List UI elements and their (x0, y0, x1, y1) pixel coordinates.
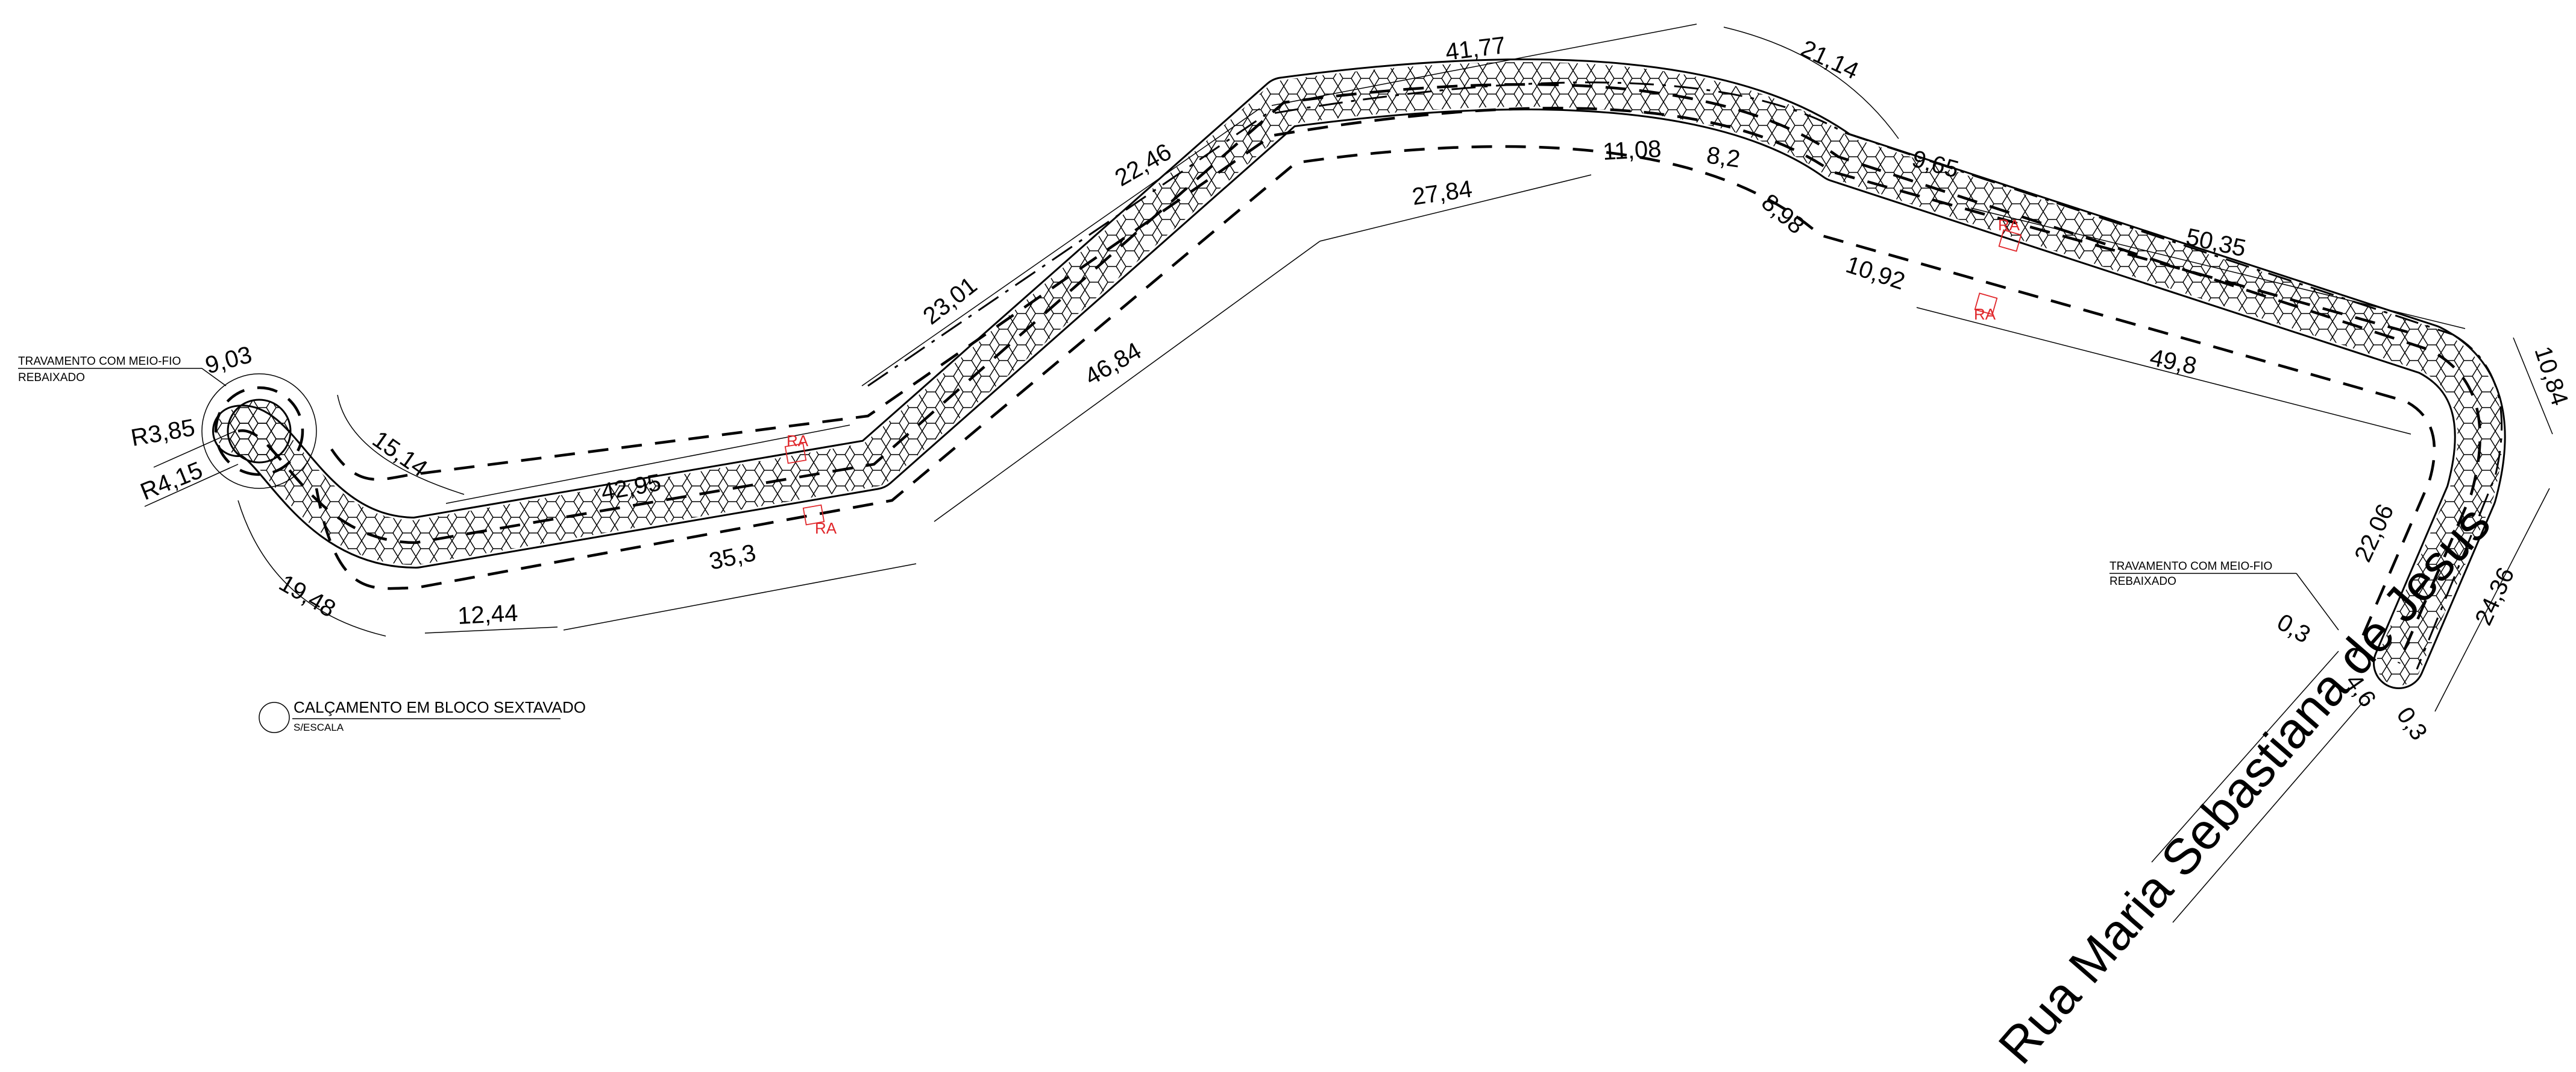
dim-0-3-lower: 0,3 (2392, 702, 2433, 745)
right-note-line1: TRAVAMENTO COM MEIO-FIO (2109, 560, 2272, 573)
dim-9-03: 9,03 (203, 341, 255, 379)
property-lines (315, 81, 2503, 670)
legend: CALÇAMENTO EM BLOCO SEXTAVADO S/ESCALA (259, 698, 586, 733)
legend-scale: S/ESCALA (294, 722, 344, 733)
dim-24-36: 24,36 (2470, 563, 2519, 629)
dim-27-84: 27,84 (1410, 175, 1474, 210)
road-paving (212, 58, 2506, 689)
dim-8-2: 8,2 (1705, 142, 1742, 172)
dim-11-08: 11,08 (1602, 136, 1662, 165)
dim-19-48: 19,48 (275, 570, 341, 623)
dim-10-84: 10,84 (2529, 343, 2573, 409)
dim-49-8: 49,8 (2147, 344, 2199, 380)
left-note-line1: TRAVAMENTO COM MEIO-FIO (18, 355, 181, 368)
dim-12-44: 12,44 (457, 600, 518, 629)
dim-21-14: 21,14 (1797, 35, 1862, 84)
dim-15-14: 15,14 (368, 426, 432, 482)
ramp-label-4: RA (1974, 305, 1996, 323)
dim-8-98: 8,98 (1756, 189, 1809, 239)
dimension-labels: 41,77 21,14 22,46 9,65 11,08 8,2 27,84 8… (129, 32, 2573, 745)
ramp-label-1: RA (787, 432, 809, 450)
ramp-markers: RA RA RA RA (784, 216, 2022, 537)
ramp-label-2: RA (815, 519, 837, 537)
right-note: TRAVAMENTO COM MEIO-FIO REBAIXADO (2109, 560, 2339, 631)
dim-23-01: 23,01 (918, 272, 982, 330)
legend-title: CALÇAMENTO EM BLOCO SEXTAVADO (294, 698, 586, 716)
road-centerline (237, 83, 2481, 664)
cul-de-sac (201, 373, 317, 489)
dim-35-3: 35,3 (707, 540, 758, 575)
dim-22-06: 22,06 (2349, 500, 2399, 566)
dim-r3-85: R3,85 (129, 414, 197, 452)
dim-0-3-upper: 0,3 (2273, 609, 2315, 649)
ramp-label-3: RA (1998, 216, 2020, 234)
left-note-line2: REBAIXADO (18, 371, 85, 384)
dim-r4-15: R4,15 (137, 457, 206, 506)
left-note: TRAVAMENTO COM MEIO-FIO REBAIXADO (18, 355, 227, 386)
right-note-line2: REBAIXADO (2109, 575, 2176, 588)
street-name: Rua Maria Sebastiana de Jesus (1988, 496, 2501, 1072)
dimension-lines (144, 24, 2553, 923)
dim-46-84: 46,84 (1081, 338, 1146, 391)
